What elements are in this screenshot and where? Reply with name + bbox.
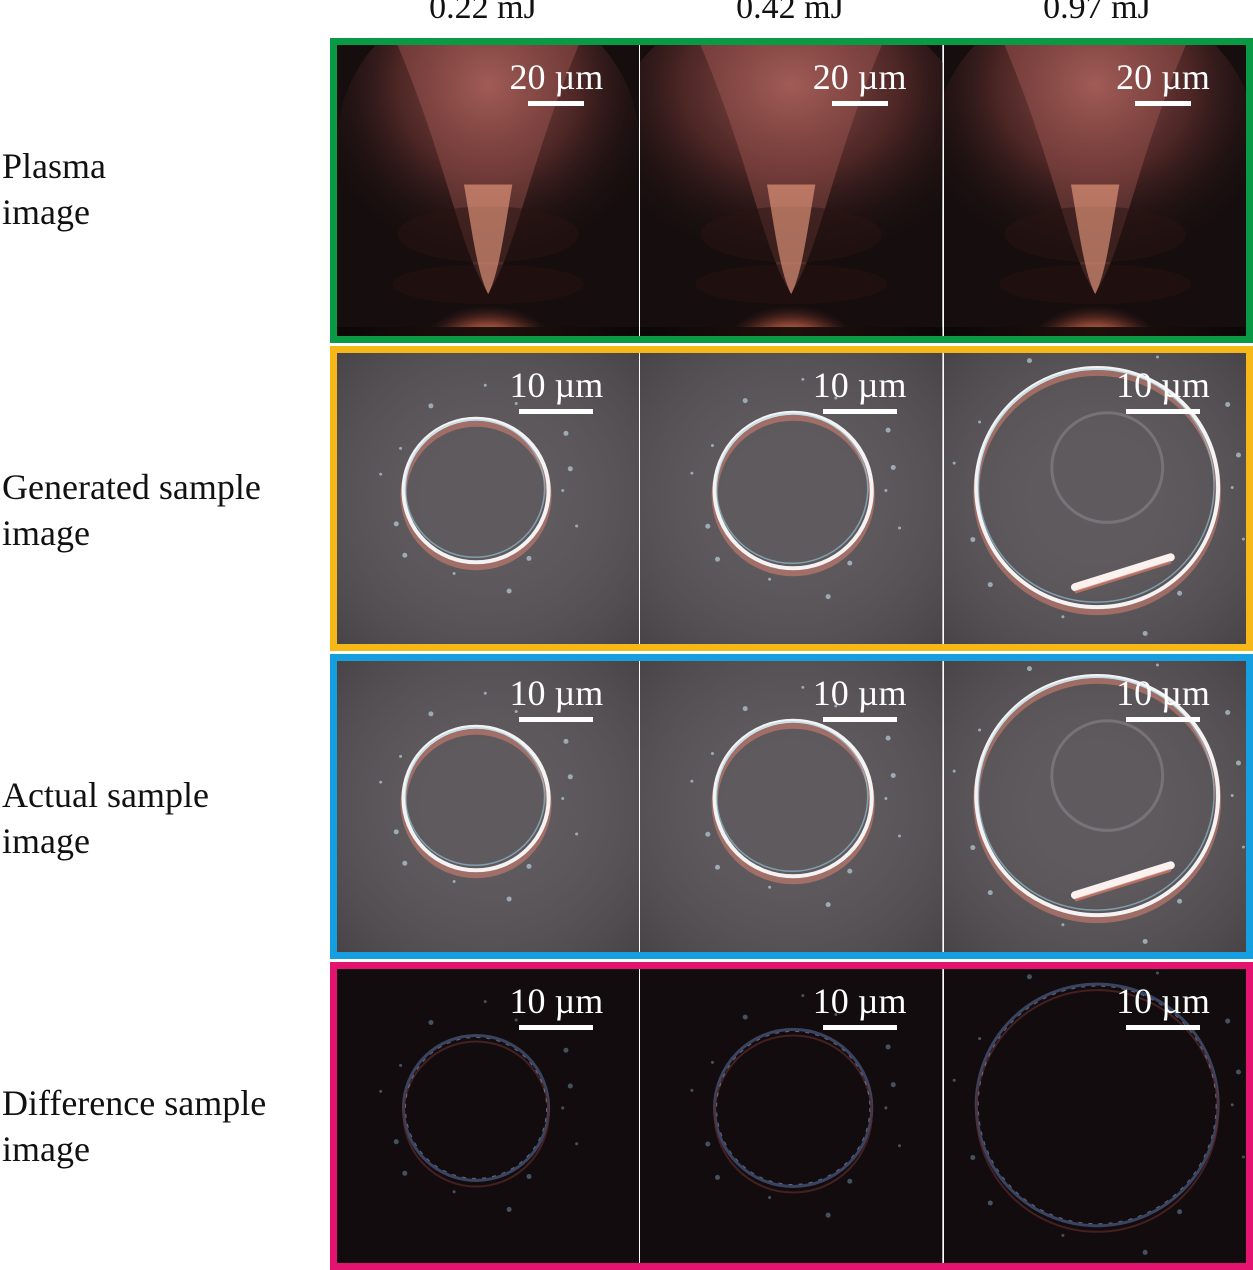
plasma-image xyxy=(943,45,1246,336)
scale-bar: 10 µm xyxy=(501,983,611,1030)
difference-image xyxy=(640,969,943,1263)
scale-bar-line xyxy=(519,409,594,414)
scale-bar: 20 µm xyxy=(1108,59,1218,106)
sample-image xyxy=(337,661,640,952)
sample-image xyxy=(337,353,640,644)
scale-bar: 10 µm xyxy=(805,675,915,722)
scale-bar: 10 µm xyxy=(1108,983,1218,1030)
difference-image-panel: 10 µm xyxy=(337,969,640,1263)
row-label-actual: Actual sample image xyxy=(2,775,209,861)
plasma-image xyxy=(337,45,640,336)
scale-bar-label: 20 µm xyxy=(812,57,907,97)
sample-image-panel: 10 µm xyxy=(337,661,640,952)
scale-bar-label: 10 µm xyxy=(1116,365,1210,405)
scale-bar-line xyxy=(528,101,585,106)
column-header-042: 0.42 mJ xyxy=(736,0,844,26)
difference-image xyxy=(943,969,1246,1263)
sample-image xyxy=(640,661,943,952)
scale-bar-label: 10 µm xyxy=(509,981,604,1021)
sample-image-panel: 10 µm xyxy=(337,353,640,644)
scale-bar-label: 10 µm xyxy=(509,673,604,713)
scale-bar-label: 10 µm xyxy=(812,365,907,405)
plasma-image xyxy=(640,45,943,336)
scale-bar: 10 µm xyxy=(805,983,915,1030)
column-header-097: 0.97 mJ xyxy=(1043,0,1151,26)
scale-bar-label: 20 µm xyxy=(1116,57,1210,97)
scale-bar: 20 µm xyxy=(805,59,915,106)
actual-sample-frame: 10 µm 10 µm 10 µm xyxy=(330,654,1253,959)
scale-bar-line xyxy=(1134,101,1191,106)
plasma-image-panel: 20 µm xyxy=(639,45,943,336)
scale-bar-line xyxy=(1125,717,1200,722)
scale-bar-line xyxy=(831,101,888,106)
row-label-generated: Generated sample image xyxy=(2,467,261,553)
row-label-difference: Difference sample image xyxy=(2,1083,267,1169)
sample-image xyxy=(640,353,943,644)
scale-bar-label: 10 µm xyxy=(812,981,907,1021)
scale-bar: 10 µm xyxy=(805,367,915,414)
scale-bar-line xyxy=(822,717,897,722)
plasma-image-panel: 20 µm xyxy=(337,45,640,336)
scale-bar-line xyxy=(822,1025,897,1030)
plasma-frame: 20 µm 20 µm 20 µm xyxy=(330,38,1253,343)
scale-bar-line xyxy=(519,1025,594,1030)
scale-bar: 20 µm xyxy=(501,59,611,106)
plasma-image-panel: 20 µm xyxy=(942,45,1246,336)
sample-image-panel: 10 µm xyxy=(639,661,943,952)
generated-sample-frame: 10 µm 10 µm 10 µm xyxy=(330,346,1253,651)
row-label-plasma: Plasma image xyxy=(2,146,106,232)
sample-image-panel: 10 µm xyxy=(942,661,1246,952)
difference-image-panel: 10 µm xyxy=(639,969,943,1263)
sample-image-panel: 10 µm xyxy=(639,353,943,644)
scale-bar-line xyxy=(519,717,594,722)
difference-image-panel: 10 µm xyxy=(942,969,1246,1263)
column-header-022: 0.22 mJ xyxy=(429,0,537,26)
scale-bar-line xyxy=(1125,1025,1200,1030)
difference-image xyxy=(337,969,640,1263)
scale-bar-label: 10 µm xyxy=(509,365,604,405)
sample-image xyxy=(943,353,1246,644)
scale-bar-label: 10 µm xyxy=(812,673,907,713)
sample-image xyxy=(943,661,1246,952)
scale-bar: 10 µm xyxy=(1108,367,1218,414)
scale-bar-label: 10 µm xyxy=(1116,673,1210,713)
difference-sample-frame: 10 µm 10 µm 10 µm xyxy=(330,962,1253,1270)
scale-bar-line xyxy=(822,409,897,414)
scale-bar: 10 µm xyxy=(501,367,611,414)
scale-bar-line xyxy=(1125,409,1200,414)
scale-bar-label: 20 µm xyxy=(509,57,604,97)
scale-bar: 10 µm xyxy=(1108,675,1218,722)
sample-image-panel: 10 µm xyxy=(942,353,1246,644)
scale-bar-label: 10 µm xyxy=(1116,981,1210,1021)
scale-bar: 10 µm xyxy=(501,675,611,722)
